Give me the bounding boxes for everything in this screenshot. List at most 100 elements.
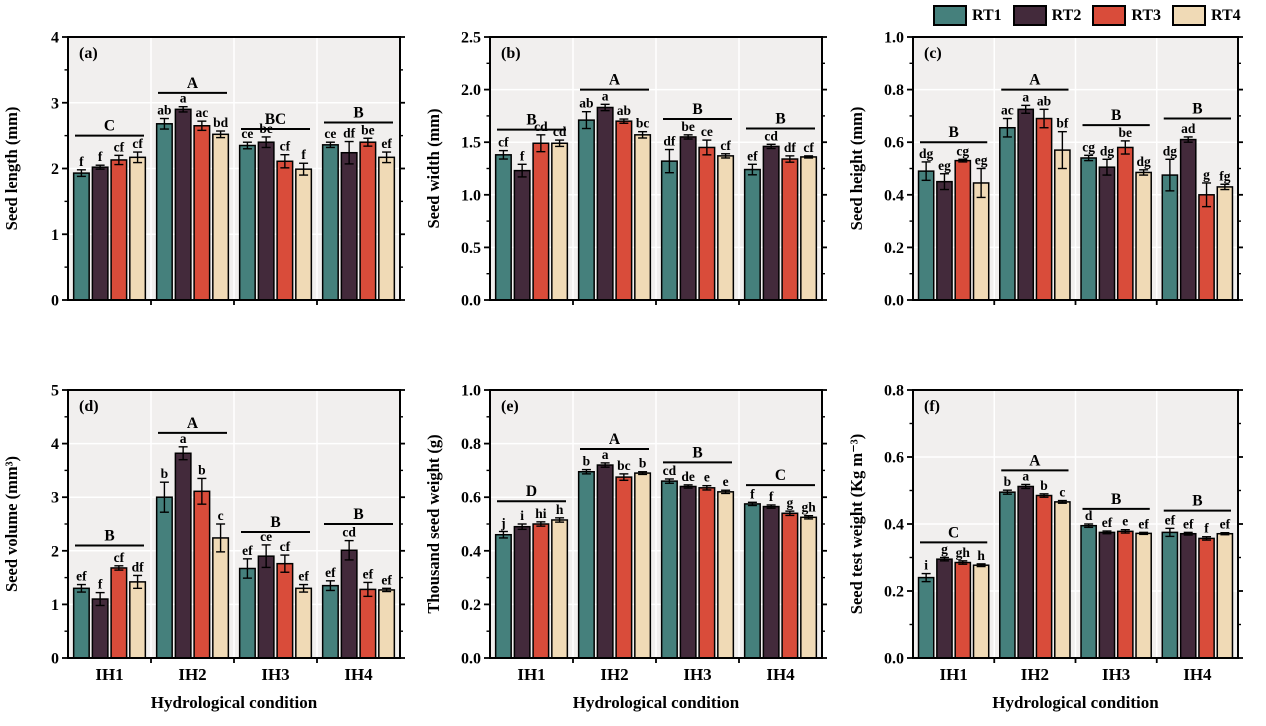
bar-sig-letter: f — [98, 149, 103, 164]
bar-rt4-ih1 — [972, 182, 990, 301]
bar-rt3-ih4 — [359, 588, 377, 659]
bar-sig-letter: ef — [1220, 517, 1231, 532]
bar-sig-letter: f — [769, 489, 774, 504]
bar-rt2-ih1 — [513, 169, 531, 301]
bar-rt2-ih1 — [936, 180, 953, 301]
bar-rt4-ih3 — [717, 155, 735, 301]
y-tick-label: 2 — [51, 161, 59, 178]
y-axis-title: Seed height (mm) — [847, 107, 866, 231]
bar-rt1-ih3 — [238, 567, 256, 659]
bar-sig-letter: j — [500, 516, 506, 531]
bar-rt2-ih2 — [174, 452, 192, 659]
bar-sig-letter: f — [750, 486, 755, 501]
x-axis-title: Hydrological condition — [151, 693, 318, 712]
y-tick-label: 1.0 — [461, 187, 481, 204]
bar-rt3-ih3 — [276, 562, 294, 659]
y-axis-title: Seed width (mm) — [424, 108, 443, 228]
panel-label: (c) — [924, 45, 942, 62]
bar-rt4-ih4 — [378, 156, 396, 301]
bar-sig-letter: b — [161, 466, 169, 481]
bar-rt1-ih2 — [999, 491, 1016, 659]
y-tick-label: 0 — [51, 293, 59, 310]
y-tick-label: 0.6 — [884, 450, 904, 467]
bar-rt4-ih2 — [1054, 149, 1071, 301]
bar-sig-letter: b — [1040, 478, 1048, 493]
bar-sig-letter: bf — [1056, 116, 1069, 131]
bar-sig-letter: b — [583, 454, 591, 469]
bar-rt1-ih3 — [1080, 157, 1097, 301]
bar-sig-letter: dg — [1163, 143, 1178, 158]
bar-rt1-ih1 — [72, 587, 90, 659]
bar-sig-letter: ef — [747, 148, 758, 163]
bar-sig-letter: ef — [1102, 515, 1113, 530]
y-tick-label: 0.4 — [884, 187, 904, 204]
bar-sig-letter: f — [98, 577, 103, 592]
bar-sig-letter: ef — [1183, 516, 1194, 531]
bar-sig-letter: gh — [801, 500, 816, 515]
bar-rt3-ih2 — [1035, 117, 1053, 301]
bar-rt3-ih3 — [276, 160, 294, 301]
bar-rt2-ih4 — [340, 549, 358, 659]
y-tick-label: 1.0 — [884, 30, 904, 47]
group-sig-letter: B — [692, 101, 702, 118]
bar-rt1-ih3 — [660, 160, 678, 301]
bar-sig-letter: a — [180, 91, 187, 106]
bar-rt3-ih4 — [1198, 194, 1215, 301]
bar-sig-letter: cd — [764, 128, 778, 143]
bar-rt3-ih4 — [781, 512, 799, 659]
bar-rt4-ih4 — [378, 589, 396, 659]
legend-item-rt2: RT2 — [1012, 5, 1081, 26]
group-sig-letter: B — [353, 104, 363, 121]
bar-sig-letter: bc — [636, 116, 650, 131]
bar-rt3-ih4 — [1198, 537, 1215, 659]
x-axis-title: Hydrological condition — [992, 693, 1159, 712]
bar-sig-letter: b — [198, 462, 206, 477]
bar-sig-letter: ef — [76, 569, 87, 584]
y-tick-label: 0.2 — [461, 597, 481, 614]
y-tick-label: 3 — [51, 490, 59, 507]
bar-rt2-ih2 — [596, 464, 614, 659]
bar-rt3-ih1 — [110, 567, 128, 659]
legend-label-rt1: RT1 — [972, 6, 1002, 24]
bar-rt1-ih4 — [743, 168, 761, 301]
bar-sig-letter: ef — [298, 569, 309, 584]
bar-sig-letter: h — [977, 548, 985, 563]
bar-sig-letter: hi — [535, 506, 547, 521]
group-sig-letter: C — [104, 118, 115, 135]
bar-rt1-ih3 — [660, 480, 678, 659]
group-sig-letter: B — [270, 514, 280, 531]
bar-sig-letter: ce — [701, 124, 713, 139]
bar-rt2-ih4 — [1179, 138, 1197, 301]
bar-sig-letter: be — [361, 122, 375, 137]
bar-sig-letter: f — [79, 154, 84, 169]
bar-sig-letter: bd — [213, 115, 229, 130]
bar-rt2-ih4 — [762, 505, 780, 659]
bar-sig-letter: df — [343, 126, 356, 141]
bar-sig-letter: dg — [919, 146, 934, 161]
bar-rt4-ih1 — [972, 564, 990, 659]
bar-sig-letter: eg — [938, 158, 951, 173]
panel-label: (d) — [79, 398, 99, 415]
bar-rt1-ih4 — [1161, 174, 1179, 301]
bar-rt4-ih3 — [1135, 171, 1152, 301]
legend-item-rt1: RT1 — [933, 5, 1002, 26]
y-tick-label: 1 — [51, 227, 59, 244]
bar-rt4-ih4 — [1216, 186, 1234, 301]
bar-rt4-ih2 — [634, 472, 652, 659]
bar-sig-letter: d — [1085, 508, 1093, 523]
bar-sig-letter: f — [1204, 521, 1209, 536]
bar-rt4-ih4 — [1216, 532, 1234, 659]
y-axis-title: Thousand seed weight (g) — [424, 434, 443, 613]
bar-sig-letter: ab — [1037, 93, 1051, 108]
bar-rt2-ih1 — [91, 598, 109, 659]
bar-sig-letter: bc — [617, 458, 631, 473]
x-tick-label: IH2 — [178, 665, 206, 684]
legend-swatch-rt1 — [933, 5, 967, 26]
y-tick-label: 2.5 — [461, 30, 481, 47]
y-tick-label: 0.0 — [884, 651, 904, 668]
legend: RT1 RT2 RT3 RT4 — [933, 5, 1241, 26]
bar-rt3-ih3 — [698, 146, 716, 301]
group-sig-letter: BC — [265, 111, 287, 128]
